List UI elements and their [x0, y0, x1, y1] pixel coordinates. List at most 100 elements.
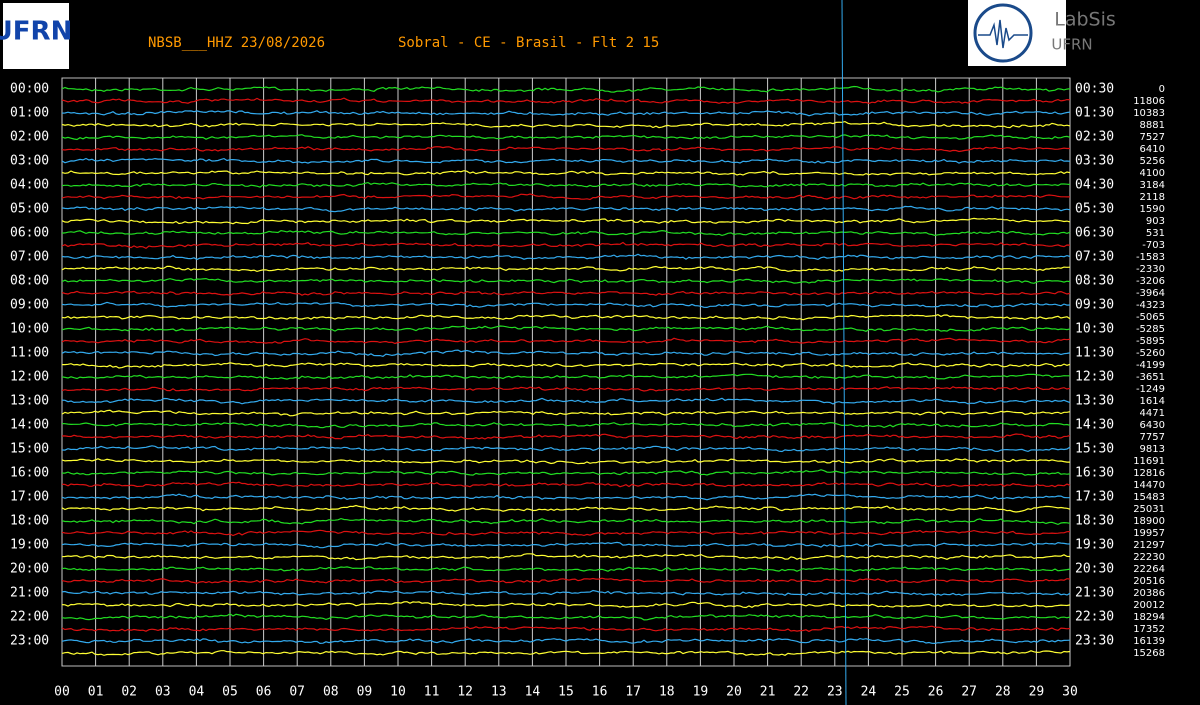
y-tick-label: 06:00 [10, 226, 49, 241]
y-tick-label: 02:00 [10, 130, 49, 145]
offset-label: -5260 [1136, 348, 1165, 359]
trace [61, 193, 1070, 201]
logo-right-name: LabSis [1054, 9, 1116, 31]
x-tick-label: 12 [457, 685, 473, 700]
offset-label: 4471 [1140, 408, 1165, 419]
trace [61, 397, 1071, 405]
x-tick-label: 19 [693, 685, 709, 700]
offset-label: 19957 [1133, 528, 1165, 539]
trace [61, 433, 1071, 440]
trace [61, 97, 1071, 105]
trace [61, 253, 1071, 261]
offset-label: 5256 [1140, 156, 1165, 167]
y2-tick-label: 11:30 [1075, 346, 1114, 361]
trace [61, 217, 1071, 225]
x-tick-label: 26 [928, 685, 944, 700]
x-tick-label: 23 [827, 685, 843, 700]
offset-label: -3651 [1136, 372, 1165, 383]
logo-wave [978, 19, 1028, 49]
offset-label: 16139 [1133, 636, 1165, 647]
x-tick-label: 30 [1062, 685, 1078, 700]
logo-right-org: UFRN [1051, 36, 1092, 54]
offset-label: 22264 [1133, 564, 1165, 575]
y-tick-label: 16:00 [10, 466, 49, 481]
y2-tick-label: 19:30 [1075, 538, 1114, 553]
trace [61, 458, 1070, 465]
x-tick-label: 06 [256, 685, 272, 700]
trace [61, 566, 1071, 572]
offset-label: 15483 [1133, 492, 1165, 503]
offset-label: 1590 [1140, 204, 1165, 215]
trace [61, 386, 1071, 392]
y2-tick-label: 22:30 [1075, 610, 1114, 625]
offset-label: 531 [1146, 228, 1165, 239]
x-tick-label: 02 [121, 685, 137, 700]
offset-label: 11806 [1133, 96, 1165, 107]
trace [61, 373, 1070, 380]
chart-subtitle: Sobral - CE - Brasil - Flt 2 15 [398, 35, 659, 51]
trace [61, 529, 1071, 537]
y2-tick-label: 05:30 [1075, 202, 1114, 217]
offset-label: 6430 [1140, 420, 1165, 431]
trace [61, 241, 1071, 250]
y-tick-label: 17:00 [10, 490, 49, 505]
y-tick-label: 01:00 [10, 106, 49, 121]
x-tick-label: 04 [189, 685, 205, 700]
y-tick-label: 03:00 [10, 154, 49, 169]
offset-label: -2330 [1136, 264, 1165, 275]
trace [61, 301, 1071, 309]
offset-label: 20516 [1133, 576, 1165, 587]
y-tick-label: 14:00 [10, 418, 49, 433]
y-tick-label: 21:00 [10, 586, 49, 601]
y-tick-label: 18:00 [10, 514, 49, 529]
offset-label: 18294 [1133, 612, 1165, 623]
trace [61, 85, 1071, 93]
trace [61, 134, 1071, 141]
y2-tick-label: 07:30 [1075, 250, 1114, 265]
event-spike [841, 0, 847, 705]
trace [61, 589, 1071, 597]
x-tick-label: 20 [726, 685, 742, 700]
x-tick-label: 24 [861, 685, 877, 700]
trace [61, 146, 1070, 153]
x-tick-label: 09 [357, 685, 373, 700]
trace [61, 157, 1071, 164]
y2-tick-label: 14:30 [1075, 418, 1114, 433]
trace [61, 170, 1071, 176]
y2-tick-label: 00:30 [1075, 82, 1114, 97]
trace [61, 120, 1071, 129]
offset-label: -1583 [1136, 252, 1165, 263]
offset-label: -5285 [1136, 324, 1165, 335]
y-tick-label: 00:00 [10, 82, 49, 97]
trace [61, 337, 1071, 345]
y-tick-label: 09:00 [10, 298, 49, 313]
x-tick-label: 00 [54, 685, 70, 700]
offset-label: -4323 [1136, 300, 1165, 311]
offset-label: -703 [1142, 240, 1165, 251]
offset-label: 25031 [1133, 504, 1165, 515]
x-tick-label: 25 [894, 685, 910, 700]
y2-tick-label: 23:30 [1075, 634, 1114, 649]
y-tick-label: 19:00 [10, 538, 49, 553]
offset-label: 15268 [1133, 648, 1165, 659]
x-tick-label: 11 [424, 685, 440, 700]
y2-tick-label: 09:30 [1075, 298, 1114, 313]
offset-label: 22230 [1133, 552, 1165, 563]
trace [61, 493, 1070, 501]
y-tick-label: 04:00 [10, 178, 49, 193]
y-tick-label: 10:00 [10, 322, 49, 337]
trace [61, 325, 1071, 332]
logo-left-box [3, 3, 69, 69]
logo-ring [973, 3, 1033, 63]
offset-label: -3206 [1136, 276, 1165, 287]
y2-tick-label: 10:30 [1075, 322, 1114, 337]
x-tick-label: 18 [659, 685, 675, 700]
offset-label: -3964 [1136, 288, 1165, 299]
x-tick-label: 10 [390, 685, 406, 700]
trace [61, 481, 1071, 488]
chart-title: NBSB___HHZ 23/08/2026 [148, 35, 325, 51]
trace [61, 637, 1071, 645]
trace [61, 517, 1071, 526]
x-tick-label: 07 [289, 685, 305, 700]
